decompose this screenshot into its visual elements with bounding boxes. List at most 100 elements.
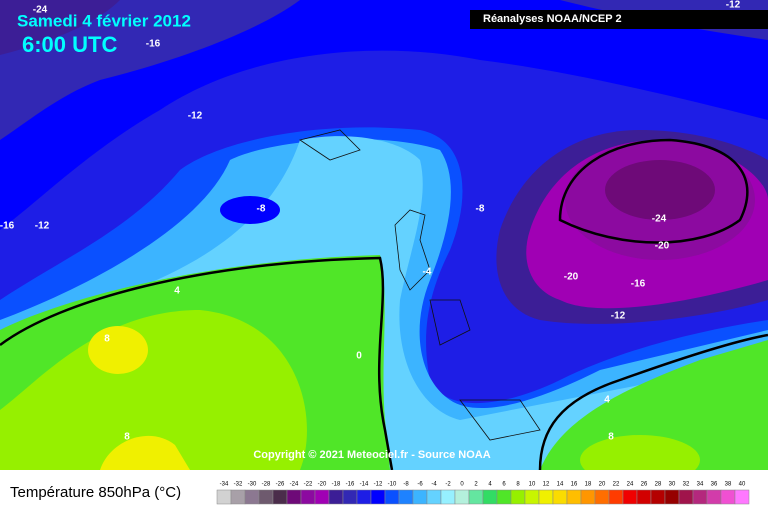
scale-cell: [244, 489, 260, 505]
scale-label: 12: [543, 482, 550, 488]
scale-label: -32: [234, 482, 243, 488]
scale-label: 22: [613, 482, 620, 488]
scale-label: 40: [739, 482, 746, 488]
temperature-field: [0, 0, 768, 470]
contour-label: 8: [124, 432, 130, 443]
scale-label: -24: [290, 482, 299, 488]
scale-label: -34: [220, 482, 229, 488]
date: Samedi 4 février 2012: [17, 11, 191, 30]
contour-label: -12: [188, 111, 203, 122]
time: 6:00 UTC: [22, 32, 117, 57]
scale-cell: [454, 489, 470, 505]
scale-label: -12: [374, 482, 383, 488]
scale-cell: [734, 489, 750, 505]
contour-label: -12: [35, 221, 50, 232]
copyright: Copyright © 2021 Meteociel.fr - Source N…: [253, 449, 490, 461]
scale-cell: [370, 489, 386, 505]
contour-label: -16: [631, 279, 646, 290]
scale-cell: [552, 489, 568, 505]
contour-label: 4: [174, 286, 180, 297]
scale-label: 26: [641, 482, 648, 488]
scale-cell: [482, 489, 498, 505]
scale-cell: [636, 489, 652, 505]
scale-cell: [440, 489, 456, 505]
contour-label: 0: [356, 351, 362, 362]
contour-label: -24: [33, 5, 48, 16]
scale-label: -8: [403, 482, 409, 488]
scale-label: 2: [474, 482, 478, 488]
scale-label: -28: [262, 482, 271, 488]
scale-cell: [426, 489, 442, 505]
scale-cell: [594, 489, 610, 505]
scale-label: 6: [502, 482, 506, 488]
scale-cell: [622, 489, 638, 505]
contour-label: -4: [423, 267, 432, 278]
scale-cell: [706, 489, 722, 505]
contour-label: 8: [608, 432, 614, 443]
scale-cell: [230, 489, 246, 505]
scale-cell: [692, 489, 708, 505]
scale-cell: [496, 489, 512, 505]
scale-cell: [678, 489, 694, 505]
scale-label: 14: [557, 482, 564, 488]
scale-label: 24: [627, 482, 634, 488]
scale-label: 28: [655, 482, 662, 488]
scale-label: -22: [304, 482, 313, 488]
scale-cell: [356, 489, 372, 505]
contour-label: 8: [104, 334, 110, 345]
scale-cell: [510, 489, 526, 505]
scale-cell: [272, 489, 288, 505]
scale-cell: [524, 489, 540, 505]
scale-label: 38: [725, 482, 732, 488]
scale-cell: [412, 489, 428, 505]
scale-label: -20: [318, 482, 327, 488]
contour-label: -12: [611, 311, 626, 322]
scale-cell: [538, 489, 554, 505]
scale-label: 18: [585, 482, 592, 488]
contour-label: -8: [476, 204, 485, 215]
scale-label: 36: [711, 482, 718, 488]
contour-label: -12: [726, 0, 741, 11]
scale-label: -10: [388, 482, 397, 488]
scale-cell: [258, 489, 274, 505]
source: Réanalyses NOAA/NCEP 2: [483, 13, 622, 25]
scale-label: -26: [276, 482, 285, 488]
scale-cell: [342, 489, 358, 505]
scale-label: -30: [248, 482, 257, 488]
source-box: [470, 10, 768, 29]
scale-label: -2: [445, 482, 451, 488]
contour-label: -8: [257, 204, 266, 215]
scale-label: 10: [529, 482, 536, 488]
contour-label: -20: [655, 241, 670, 252]
scale-label: 30: [669, 482, 676, 488]
scale-cell: [328, 489, 344, 505]
contour-label: 4: [604, 395, 610, 406]
contour-label: -20: [564, 272, 579, 283]
scale-label: 32: [683, 482, 690, 488]
scale-cell: [286, 489, 302, 505]
contour-label: -24: [652, 214, 667, 225]
scale-cell: [650, 489, 666, 505]
scale-label: 0: [460, 482, 464, 488]
scale-cell: [314, 489, 330, 505]
scale-label: 16: [571, 482, 578, 488]
scale-cell: [468, 489, 484, 505]
scale-cell: [300, 489, 316, 505]
scale-cell: [720, 489, 736, 505]
scale-label: 8: [516, 482, 520, 488]
scale-label: 20: [599, 482, 606, 488]
scale-cell: [398, 489, 414, 505]
scale-label: -6: [417, 482, 423, 488]
scale-cell: [608, 489, 624, 505]
scale-label: -4: [431, 482, 437, 488]
contour-labels: -24 -16 -12 -12 -8 -8 -16 -12 -24 -20 -20 -16 -12 -4 4…: [0, 0, 741, 443]
scale-label: -18: [332, 482, 341, 488]
scale-label: -14: [360, 482, 369, 488]
scale-cell: [580, 489, 596, 505]
contour-label: -16: [146, 39, 161, 50]
scale-cell: [664, 489, 680, 505]
scale-label: 34: [697, 482, 704, 488]
scale-cell: [384, 489, 400, 505]
scale-label: 4: [488, 482, 492, 488]
